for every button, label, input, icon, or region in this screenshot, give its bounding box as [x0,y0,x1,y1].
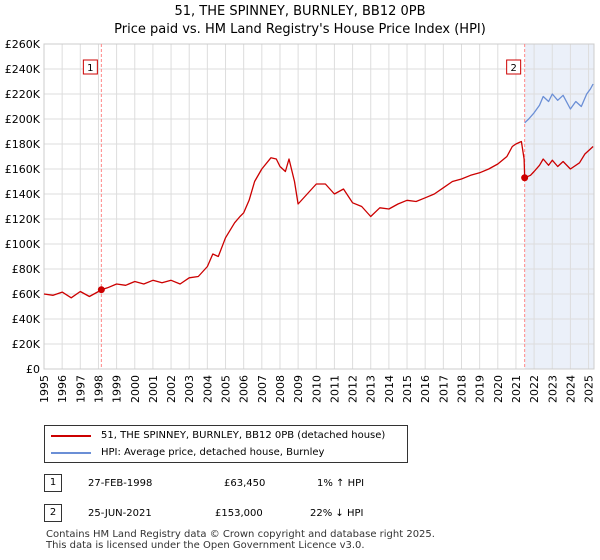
y-tick-label: £160K [5,163,41,176]
footer: Contains HM Land Registry data © Crown c… [46,529,435,551]
x-tick-label: 1995 [38,375,51,403]
sale-marker-label: 2 [510,63,516,74]
x-tick-label: 1996 [56,375,69,403]
x-tick-label: 2001 [147,375,160,403]
legend-swatch-hpi [51,452,91,454]
x-tick-label: 2012 [347,375,360,403]
x-tick-label: 2020 [492,375,505,403]
legend-swatch-price [51,435,91,437]
x-tick-label: 2011 [328,375,341,403]
sale-marker-label: 1 [87,63,93,74]
x-tick-label: 2018 [455,375,468,403]
transaction-price: £63,450 [224,478,266,489]
legend-label-price: 51, THE SPINNEY, BURNLEY, BB12 0PB (deta… [101,430,386,441]
x-tick-label: 2009 [292,375,305,403]
y-tick-label: £100K [5,238,41,251]
y-tick-label: £220K [5,88,41,101]
sale-point [97,286,105,294]
x-tick-label: 2013 [365,375,378,403]
x-tick-label: 2005 [220,375,233,403]
transaction-date: 25-JUN-2021 [88,508,152,519]
x-tick-label: 2022 [528,375,541,403]
y-tick-label: £260K [5,38,41,51]
x-tick-label: 2024 [564,375,577,403]
x-tick-label: 2004 [201,375,214,403]
transaction-date: 27-FEB-1998 [88,478,153,489]
y-tick-label: £20K [12,338,41,351]
transaction-badge: 1 [44,474,62,492]
x-tick-label: 2016 [419,375,432,403]
x-tick-label: 2010 [310,375,323,403]
x-tick-label: 2015 [401,375,414,403]
transaction-badge: 2 [44,504,62,522]
x-tick-label: 2000 [129,375,142,403]
y-tick-label: £0 [26,363,40,376]
x-tick-label: 1997 [74,375,87,403]
x-tick-label: 2021 [510,375,523,403]
y-tick-label: £120K [5,213,41,226]
x-tick-label: 2008 [274,375,287,403]
x-tick-label: 1999 [111,375,124,403]
x-tick-label: 2002 [165,375,178,403]
y-tick-label: £140K [5,188,41,201]
footer-line-1: Contains HM Land Registry data © Crown c… [46,529,435,540]
x-tick-label: 1998 [92,375,105,403]
y-tick-label: £80K [12,263,41,276]
transaction-hpi: 1% ↑ HPI [317,478,365,489]
y-tick-label: £240K [5,63,41,76]
sale-marker-badge [82,59,98,75]
price-chart: £0 £20K £40K £60K £80K £100K £120K £140K £160K £1… [5,38,596,403]
transaction-hpi: 22% ↓ HPI [310,508,364,519]
y-tick-label: £200K [5,113,41,126]
plot-area [44,44,594,369]
plot-border [43,43,595,370]
x-tick-label: 2014 [383,375,396,403]
x-tick-label: 2006 [238,375,251,403]
post-sale-shading [524,44,594,369]
hpi-line [524,83,594,124]
x-tick-label: 2019 [474,375,487,403]
footer-line-2: This data is licensed under the Open Gov… [46,540,365,551]
x-tick-label: 2017 [437,375,450,403]
chart-title: 51, THE SPINNEY, BURNLEY, BB12 0PB [174,4,426,19]
transaction-price: £153,000 [215,508,263,519]
legend-label-hpi: HPI: Average price, detached house, Burn… [101,447,325,458]
sale-marker-badge [506,59,522,75]
sale-point [521,174,529,182]
y-tick-label: £60K [12,288,41,301]
x-tick-label: 2023 [546,375,559,403]
chart-subtitle: Price paid vs. HM Land Registry's House … [114,22,486,37]
y-tick-label: £180K [5,138,41,151]
x-tick-label: 2007 [256,375,269,403]
legend: 51, THE SPINNEY, BURNLEY, BB12 0PB (deta… [44,425,408,463]
y-tick-label: £40K [12,313,41,326]
x-tick-label: 2003 [183,375,196,403]
x-tick-label: 2025 [583,375,596,403]
